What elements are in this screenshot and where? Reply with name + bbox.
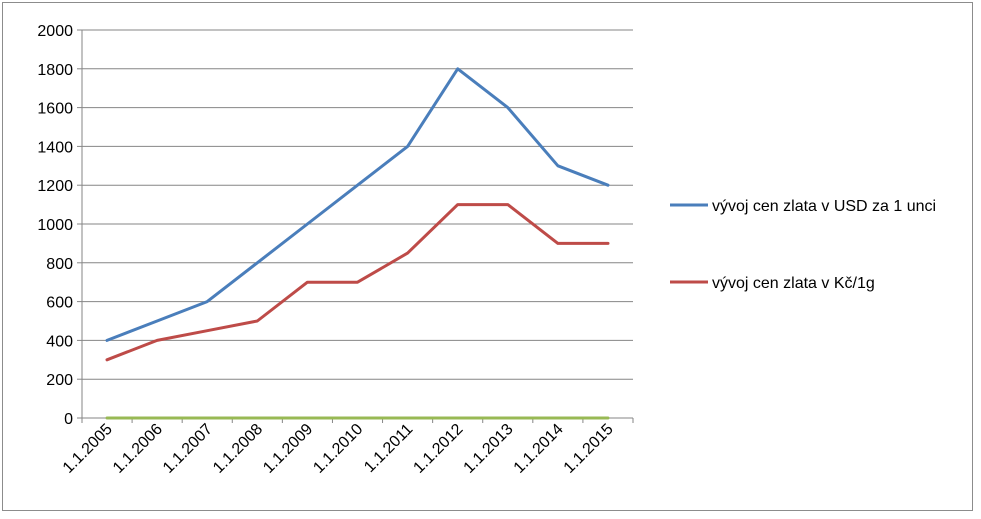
y-tick-label: 800 (46, 256, 73, 273)
x-tick-label: 1.1.2012 (410, 421, 466, 477)
legend-label: vývoj cen zlata v USD za 1 unci (712, 198, 936, 215)
y-tick-label: 1200 (37, 178, 73, 195)
x-tick-labels: 1.1.20051.1.20061.1.20071.1.20081.1.2009… (60, 421, 617, 477)
x-tick-label: 1.1.2013 (461, 421, 517, 477)
y-tick-label: 1600 (37, 101, 73, 118)
y-tick-label: 200 (46, 372, 73, 389)
y-tick-label: 2000 (37, 23, 73, 40)
x-tick-label: 1.1.2009 (260, 421, 316, 477)
x-tick-label: 1.1.2008 (210, 421, 266, 477)
series-lines (105, 67, 610, 420)
legend-label: vývoj cen zlata v Kč/1g (712, 275, 875, 292)
y-tick-labels: 0 200 400 600 800 1000 1200 1400 1600 1800 2000 (37, 23, 73, 428)
x-tick-label: 1.1.2005 (60, 421, 116, 477)
legend: vývoj cen zlata v USD za 1 unci vývoj cen… (670, 198, 936, 292)
x-tick-label: 1.1.2015 (561, 421, 617, 477)
x-tick-label: 1.1.2011 (361, 421, 416, 476)
y-tick-label: 0 (64, 411, 73, 428)
series-line-1 (105, 67, 610, 342)
series-line-2 (105, 203, 610, 362)
chart-frame: 0 200 400 600 800 1000 1200 1400 1600 1800 2000 1.… (2, 2, 973, 511)
x-tick-label: 1.1.2006 (110, 421, 166, 477)
y-tick-label: 1800 (37, 62, 73, 79)
y-tick-label: 1400 (37, 139, 73, 156)
gridlines (82, 29, 633, 380)
y-tick-label: 400 (46, 333, 73, 350)
x-tick-label: 1.1.2010 (310, 421, 366, 477)
axes (77, 29, 634, 423)
x-tick-label: 1.1.2014 (511, 421, 567, 477)
y-tick-label: 1000 (37, 217, 73, 234)
line-chart: 0 200 400 600 800 1000 1200 1400 1600 1800 2000 1.… (37, 23, 936, 477)
x-tick-label: 1.1.2007 (160, 421, 216, 477)
y-tick-label: 600 (46, 295, 73, 312)
